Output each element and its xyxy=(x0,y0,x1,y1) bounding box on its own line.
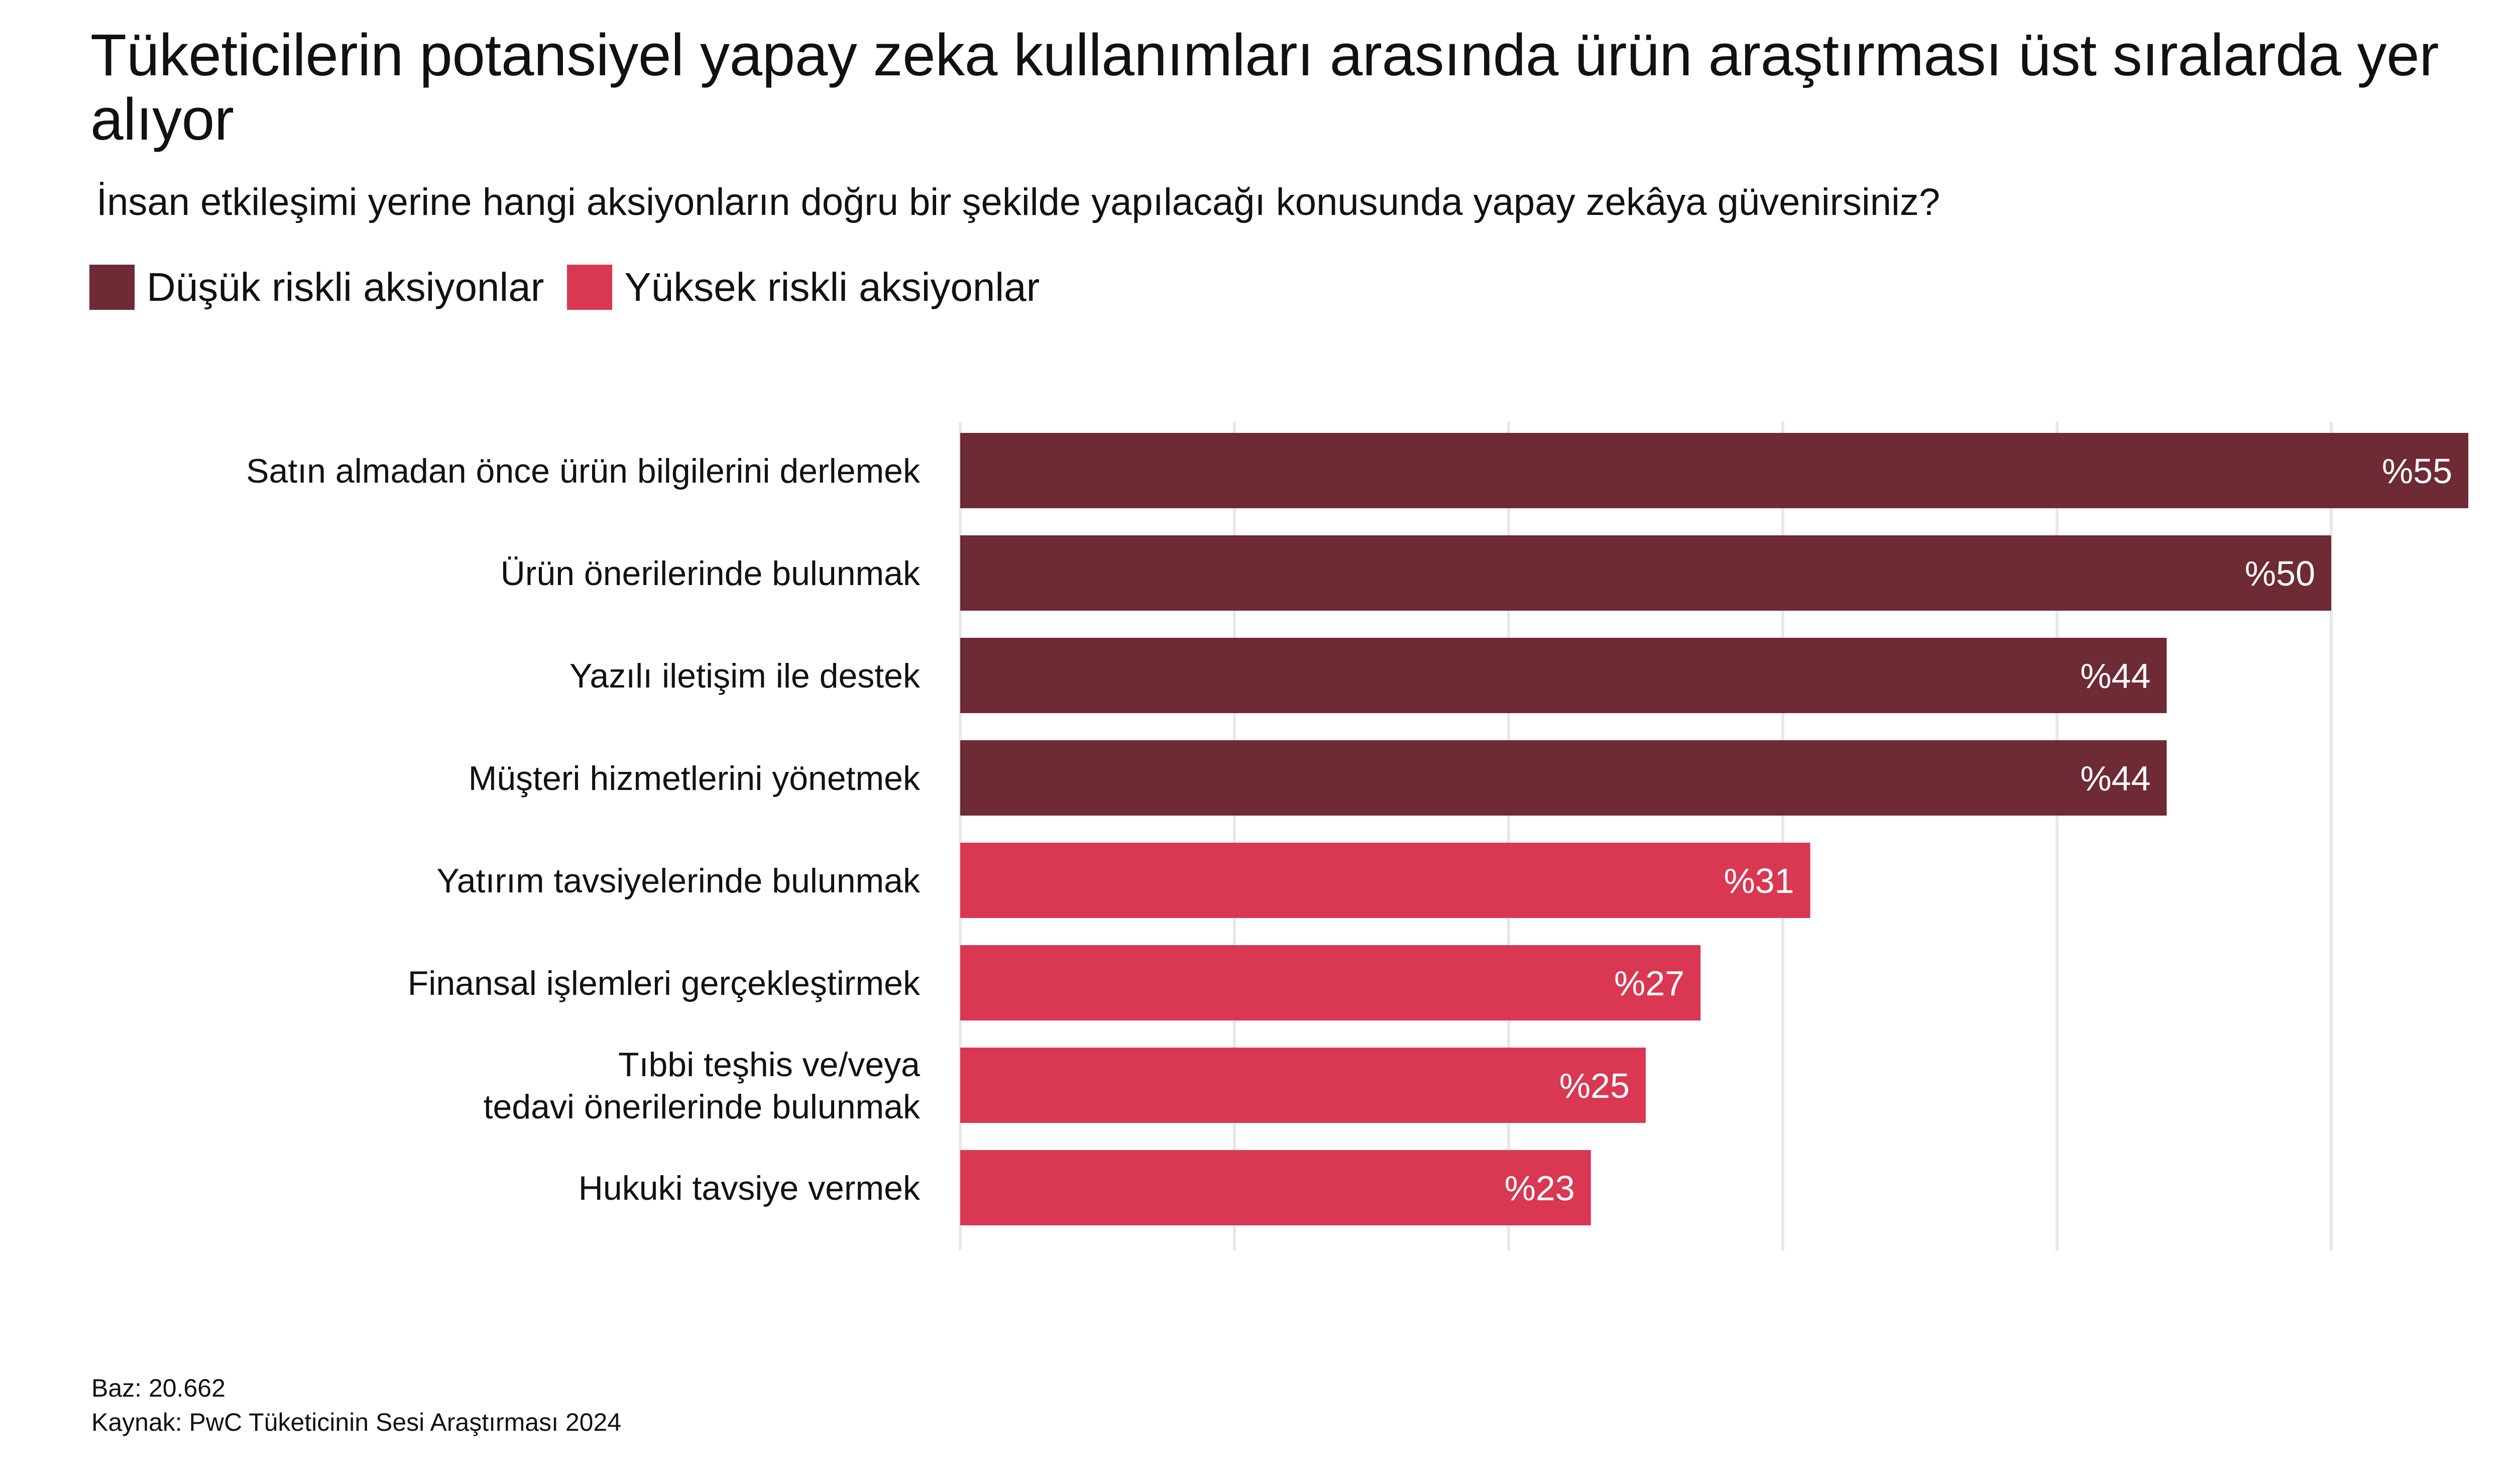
bar xyxy=(960,1048,1646,1123)
category-label: Tıbbi teşhis ve/veya tedavi önerilerinde … xyxy=(484,1046,921,1126)
bar-value-label: %25 xyxy=(1559,1066,1630,1105)
bar-value-label: %55 xyxy=(2382,451,2452,491)
bar xyxy=(960,843,1810,918)
category-label-line: Yazılı iletişim ile destek xyxy=(569,657,921,695)
category-label-line: Hukuki tavsiye vermek xyxy=(579,1169,921,1207)
footer-base: Baz: 20.662 xyxy=(91,1374,225,1402)
legend-item-low-risk: Düşük riskli aksiyonlar xyxy=(89,265,544,310)
category-label: Hukuki tavsiye vermek xyxy=(579,1169,921,1207)
legend-swatch-low-risk xyxy=(89,265,135,310)
category-label: Yatırım tavsiyelerinde bulunmak xyxy=(437,862,921,900)
category-label: Yazılı iletişim ile destek xyxy=(569,657,921,695)
bar-chart: %55 Satın almadan önce ürün bilgilerini d… xyxy=(246,422,2468,1250)
legend-label-low-risk: Düşük riskli aksiyonlar xyxy=(147,265,544,309)
category-label: Satın almadan önce ürün bilgilerini derl… xyxy=(246,452,921,490)
category-label-line: Tıbbi teşhis ve/veya xyxy=(618,1046,920,1084)
bar xyxy=(960,638,2167,713)
category-label: Finansal işlemleri gerçekleştirmek xyxy=(408,964,921,1002)
bar-value-label: %44 xyxy=(2080,759,2150,798)
bar xyxy=(960,535,2331,611)
bar-value-label: %44 xyxy=(2080,656,2150,696)
category-label-line: Yatırım tavsiyelerinde bulunmak xyxy=(437,862,921,900)
bar xyxy=(960,945,1701,1020)
chart-title: Tüketicilerin potansiyel yapay zeka kull… xyxy=(90,22,2439,153)
bar xyxy=(960,433,2468,508)
category-label-line: Müşteri hizmetlerini yönetmek xyxy=(469,759,921,797)
bar xyxy=(960,1150,1591,1225)
chart-subtitle: İnsan etkileşimi yerine hangi aksiyonlar… xyxy=(96,181,1941,223)
chart-legend: Düşük riskli aksiyonlar Yüksek riskli ak… xyxy=(89,263,1063,311)
bar-value-label: %23 xyxy=(1505,1169,1575,1208)
category-label-line: Finansal işlemleri gerçekleştirmek xyxy=(408,964,921,1002)
category-label-line: tedavi önerilerinde bulunmak xyxy=(484,1088,921,1126)
bar-value-label: %50 xyxy=(2245,554,2315,593)
chart-footer: Baz: 20.662 Kaynak: PwC Tüketicinin Sesi… xyxy=(91,1371,621,1439)
category-label-line: Satın almadan önce ürün bilgilerini derl… xyxy=(246,452,921,490)
footer-source: Kaynak: PwC Tüketicinin Sesi Araştırması… xyxy=(91,1408,622,1436)
category-label: Ürün önerilerinde bulunmak xyxy=(501,554,921,593)
category-label: Müşteri hizmetlerini yönetmek xyxy=(469,759,921,797)
legend-label-high-risk: Yüksek riskli aksiyonlar xyxy=(624,265,1040,309)
legend-swatch-high-risk xyxy=(567,265,613,310)
bar-value-label: %27 xyxy=(1614,964,1684,1003)
legend-item-high-risk: Yüksek riskli aksiyonlar xyxy=(567,265,1040,310)
bar xyxy=(960,740,2167,816)
category-label-line: Ürün önerilerinde bulunmak xyxy=(501,554,921,593)
bar-value-label: %31 xyxy=(1724,861,1794,900)
